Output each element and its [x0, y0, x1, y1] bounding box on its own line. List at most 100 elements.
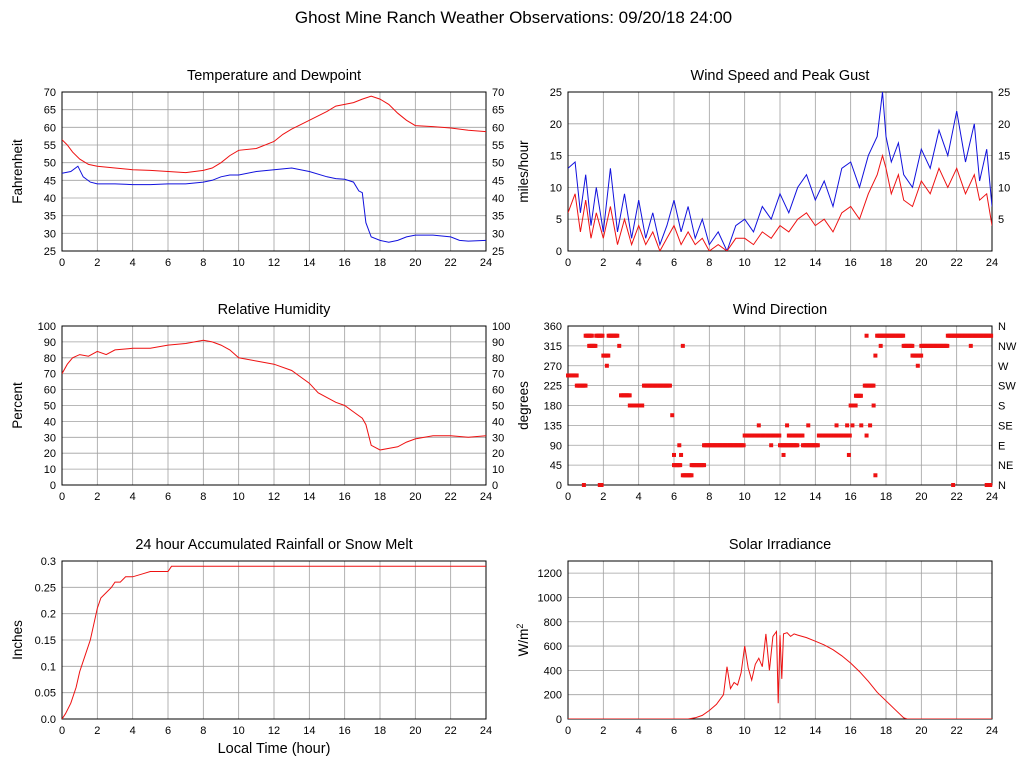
direction-point — [678, 463, 683, 468]
y-tick-label: 30 — [44, 432, 56, 444]
right-y-tick-label: 65 — [492, 105, 504, 117]
direction-point — [672, 452, 676, 457]
x-tick-label: 24 — [480, 257, 492, 269]
direction-point — [604, 363, 609, 368]
x-tick-label: 0 — [565, 491, 571, 503]
y-tick-label: 60 — [44, 122, 56, 134]
x-tick-label: 8 — [706, 725, 712, 737]
x-tick-label: 2 — [94, 257, 100, 269]
direction-point — [806, 423, 811, 428]
y-tick-label: 70 — [44, 369, 56, 381]
right-y-tick-label: W — [998, 361, 1009, 373]
x-tick-label: 4 — [636, 257, 642, 269]
right-y-tick-label: NW — [998, 341, 1017, 353]
plot-frame — [567, 325, 993, 486]
y-tick-label: 50 — [44, 401, 56, 413]
direction-point — [845, 423, 850, 428]
x-tick-label: 4 — [130, 257, 136, 269]
direction-point — [640, 403, 645, 408]
x-tick-label: 24 — [986, 257, 998, 269]
direction-point — [968, 343, 973, 348]
chart-title: Temperature and Dewpoint — [187, 68, 361, 84]
right-y-tick-label: 25 — [492, 246, 504, 258]
series-line-2 — [62, 165, 486, 243]
direction-point — [741, 443, 746, 448]
direction-point — [853, 403, 858, 408]
right-y-tick-label: N — [998, 480, 1006, 492]
right-y-tick-label: 90 — [492, 337, 504, 349]
direction-point — [583, 383, 588, 388]
y-tick-label: 70 — [44, 87, 56, 99]
page-title: Ghost Mine Ranch Weather Observations: 0… — [294, 8, 733, 27]
x-tick-label: 24 — [986, 725, 998, 737]
x-tick-label: 8 — [200, 491, 206, 503]
direction-point — [915, 363, 920, 368]
right-y-tick-label: 45 — [492, 175, 504, 187]
direction-point — [756, 423, 761, 428]
x-tick-label: 2 — [600, 257, 606, 269]
right-y-tick-label: 30 — [492, 228, 504, 240]
direction-point — [617, 343, 622, 348]
chart-title: 24 hour Accumulated Rainfall or Snow Mel… — [135, 537, 412, 553]
direction-point — [677, 443, 682, 448]
x-tick-label: 4 — [636, 725, 642, 737]
direction-point — [627, 393, 632, 398]
series-line-1 — [62, 95, 486, 174]
right-y-tick-label: 0 — [492, 480, 498, 492]
x-tick-label: 8 — [706, 257, 712, 269]
x-tick-label: 16 — [339, 725, 351, 737]
plot-frame — [567, 91, 993, 252]
y-tick-label: 0.25 — [35, 582, 56, 594]
direction-point — [871, 403, 876, 408]
x-tick-label: 6 — [165, 725, 171, 737]
direction-point — [785, 423, 790, 428]
series-line-1 — [568, 630, 992, 719]
plot-frame — [61, 560, 487, 720]
x-tick-label: 20 — [409, 725, 421, 737]
x-tick-label: 14 — [303, 725, 315, 737]
direction-point — [850, 423, 855, 428]
x-tick-label: 8 — [200, 257, 206, 269]
x-tick-label: 12 — [268, 725, 280, 737]
series-line-1 — [568, 92, 992, 251]
right-y-tick-label: 50 — [492, 401, 504, 413]
x-tick-label: 18 — [880, 257, 892, 269]
x-tick-label: 2 — [94, 491, 100, 503]
x-tick-label: 0 — [59, 257, 65, 269]
y-tick-label: 10 — [44, 464, 56, 476]
x-tick-label: 10 — [739, 491, 751, 503]
y-axis-label: Inches — [10, 620, 25, 660]
x-tick-label: 4 — [130, 491, 136, 503]
right-y-tick-label: SE — [998, 420, 1013, 432]
right-y-tick-label: 55 — [492, 140, 504, 152]
right-y-tick-label: 5 — [998, 214, 1004, 226]
right-y-tick-label: 10 — [998, 182, 1010, 194]
x-tick-label: 20 — [409, 257, 421, 269]
x-tick-label: 16 — [339, 257, 351, 269]
x-tick-label: 10 — [233, 725, 245, 737]
x-tick-label: 22 — [951, 257, 963, 269]
y-tick-label: 0.2 — [41, 609, 56, 621]
direction-point — [864, 433, 869, 438]
x-tick-label: 18 — [880, 491, 892, 503]
y-tick-label: 40 — [44, 416, 56, 428]
x-tick-label: 24 — [480, 725, 492, 737]
x-tick-label: 18 — [880, 725, 892, 737]
x-tick-label: 16 — [339, 491, 351, 503]
plot-frame — [61, 325, 487, 486]
y-tick-label: 90 — [44, 337, 56, 349]
x-tick-label: 18 — [374, 725, 386, 737]
x-tick-label: 8 — [706, 491, 712, 503]
x-tick-label: 10 — [739, 725, 751, 737]
y-tick-label: 30 — [44, 228, 56, 240]
direction-point — [781, 452, 786, 457]
direction-point — [873, 353, 878, 358]
x-tick-label: 18 — [374, 257, 386, 269]
x-tick-label: 22 — [951, 491, 963, 503]
x-tick-label: 6 — [671, 491, 677, 503]
y-tick-label: 100 — [38, 321, 56, 333]
x-tick-label: 20 — [915, 725, 927, 737]
direction-point — [989, 333, 994, 338]
